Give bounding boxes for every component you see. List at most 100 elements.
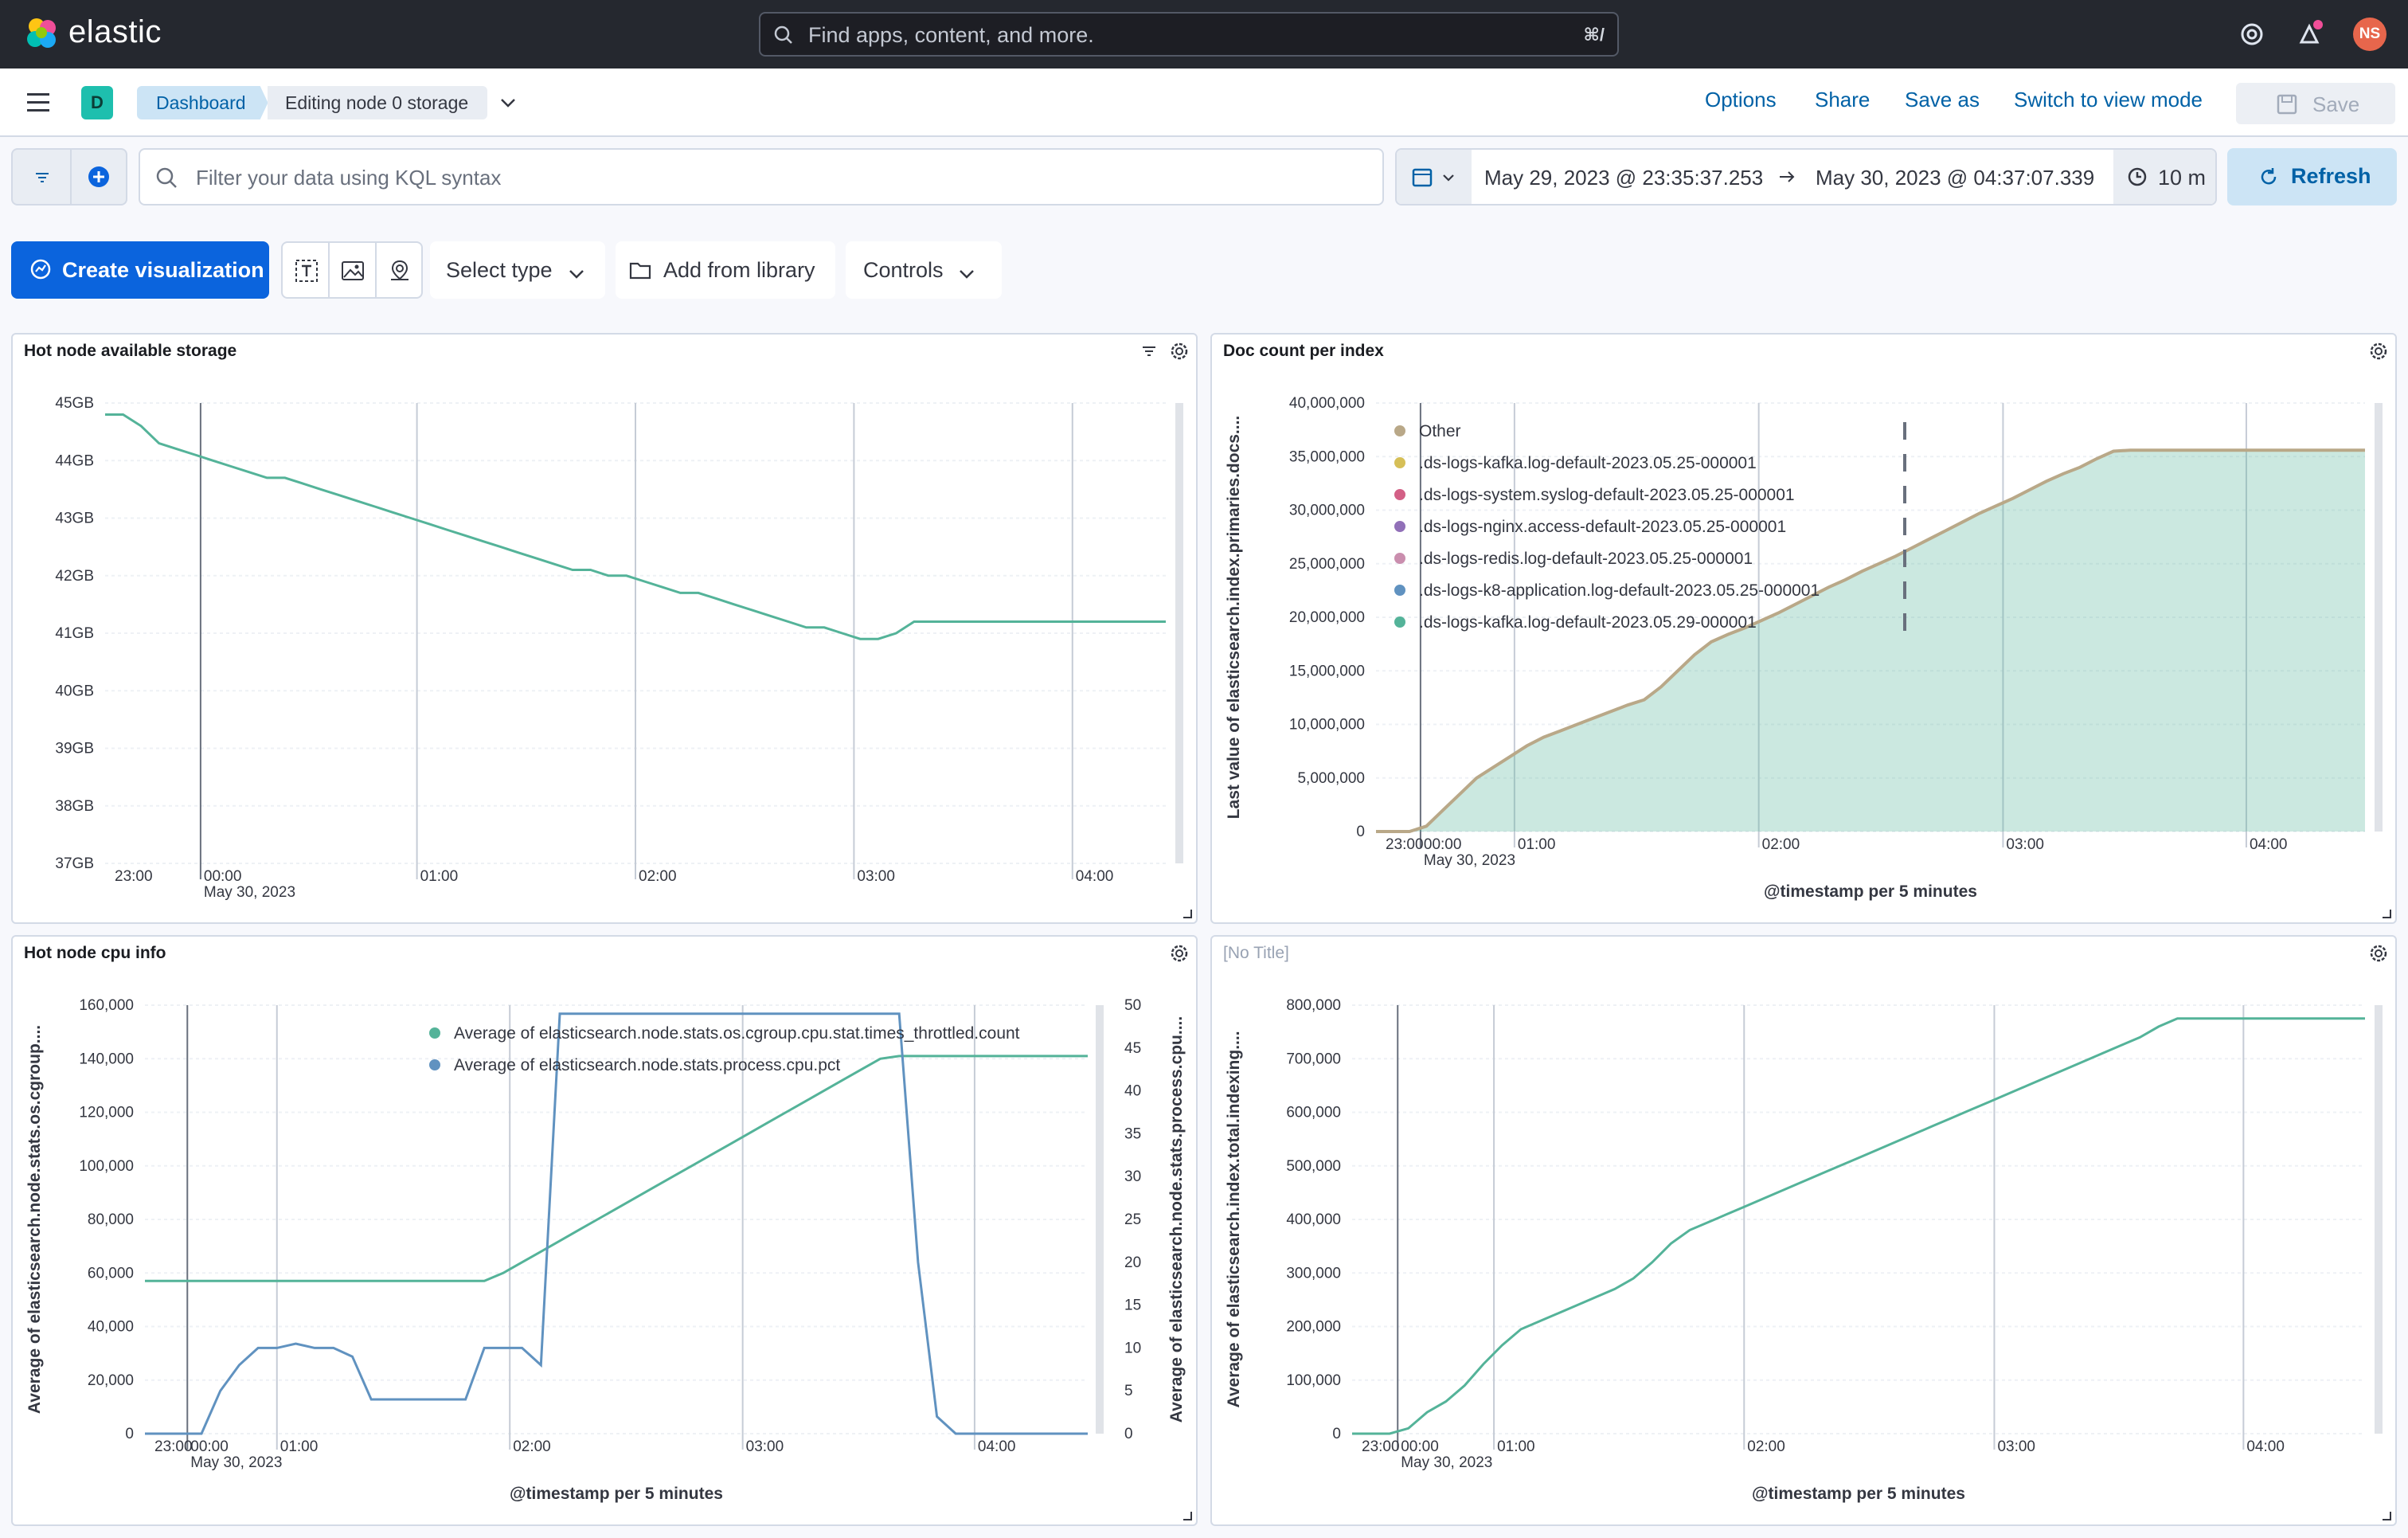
y2-tick-label: 20 <box>1124 1254 1141 1271</box>
legend-item: Other <box>1419 422 1461 440</box>
y-tick-label: 40GB <box>55 683 94 699</box>
y-tick-label: 15,000,000 <box>1289 663 1365 679</box>
panel-title: Hot node available storage <box>24 342 237 360</box>
line-series <box>145 1055 1088 1282</box>
controls-label: Controls <box>863 258 944 282</box>
create-visualization-label: Create visualization <box>62 258 264 282</box>
add-filter-icon[interactable] <box>86 164 111 190</box>
legend-swatch <box>1394 553 1405 564</box>
y-tick-label: 40,000 <box>88 1319 134 1336</box>
elastic-wordmark[interactable]: elastic <box>68 14 162 49</box>
space-avatar[interactable]: D <box>81 86 113 119</box>
resize-handle-icon[interactable] <box>1182 1510 1193 1521</box>
y-tick-label: 37GB <box>55 855 94 872</box>
y-tick-label: 300,000 <box>1286 1265 1341 1282</box>
y-tick-label: 700,000 <box>1286 1051 1341 1067</box>
x-tick-label: 02:00 <box>513 1438 551 1455</box>
panel-title: Doc count per index <box>1223 342 1384 360</box>
news-feed-icon[interactable] <box>2292 17 2327 52</box>
y-tick-label: 160,000 <box>79 997 134 1014</box>
save-label: Save <box>2312 92 2360 116</box>
options-link[interactable]: Options <box>1705 88 1777 112</box>
x-tick-label: 00:00 <box>204 868 242 885</box>
user-avatar[interactable]: NS <box>2353 18 2386 51</box>
x-tick-label: 03:00 <box>857 868 895 885</box>
help-icon[interactable] <box>2234 17 2269 52</box>
elastic-logo-icon[interactable] <box>24 15 61 52</box>
legend-swatch <box>1394 489 1405 500</box>
chevron-down-icon[interactable] <box>498 92 518 113</box>
end-date[interactable]: May 30, 2023 @ 04:37:07.339 <box>1816 166 2095 190</box>
add-from-library-button[interactable]: Add from library <box>616 241 835 299</box>
add-image-icon[interactable] <box>340 258 366 284</box>
cpu-line-chart: 160,000 140,000 120,000 100,000 80,000 60,000… <box>25 997 1186 1503</box>
legend-item: .ds-logs-kafka.log-default-2023.05.25-00… <box>1419 454 1757 472</box>
save-as-link[interactable]: Save as <box>1905 88 1980 112</box>
line-series <box>105 413 1166 640</box>
divider <box>328 243 330 297</box>
share-link[interactable]: Share <box>1815 88 1870 112</box>
resize-handle-icon[interactable] <box>1182 908 1193 919</box>
panel-hot-node-cpu[interactable]: Hot node cpu info 160,000 140,000 120,000 1… <box>11 935 1198 1526</box>
panel-indexing[interactable]: [No Title] 800,000 700,000 600,000 500,000 4… <box>1210 935 2397 1526</box>
x-tick-label: 01:00 <box>1518 836 1556 853</box>
global-search-input[interactable]: Find apps, content, and more. ⌘/ <box>759 12 1619 57</box>
switch-to-view-mode-link[interactable]: Switch to view mode <box>2014 88 2203 112</box>
add-map-icon[interactable] <box>387 258 412 284</box>
keyboard-shortcut-hint: ⌘/ <box>1583 25 1605 45</box>
refresh-button[interactable]: Refresh <box>2227 148 2397 205</box>
kql-search-input[interactable]: Filter your data using KQL syntax <box>139 148 1384 205</box>
x-tick-label: 01:00 <box>1497 1438 1535 1455</box>
legend-action-icon <box>1903 486 1906 503</box>
x-tick-label: 02:00 <box>1747 1438 1785 1455</box>
resize-handle-icon[interactable] <box>2381 908 2392 919</box>
auto-refresh-icon <box>2128 167 2147 186</box>
legend-swatch <box>1394 585 1405 596</box>
x-tick-label: 23:00 <box>1386 836 1424 853</box>
filter-options-icon[interactable] <box>32 167 53 188</box>
hamburger-menu-icon[interactable] <box>24 90 56 115</box>
start-date[interactable]: May 29, 2023 @ 23:35:37.253 <box>1484 166 1764 190</box>
folder-icon <box>629 262 651 280</box>
quick-select-button[interactable] <box>1397 150 1472 204</box>
gear-icon[interactable] <box>1167 941 1191 965</box>
save-button[interactable]: Save <box>2236 83 2395 124</box>
create-visualization-button[interactable]: Create visualization <box>11 241 269 299</box>
y-tick-label: 100,000 <box>1286 1372 1341 1389</box>
legend-swatch <box>429 1059 440 1070</box>
arrow-right-icon <box>1780 171 1795 182</box>
panel-hot-node-storage[interactable]: Hot node available storage 45GB 44GB 43GB 4… <box>11 333 1198 924</box>
select-type-label: Select type <box>446 258 553 282</box>
legend-swatch <box>1394 521 1405 532</box>
y-tick-label: 200,000 <box>1286 1319 1341 1336</box>
scroll-track <box>2375 1005 2383 1434</box>
refresh-interval[interactable]: 10 m <box>2113 150 2215 204</box>
legend-item: .ds-logs-nginx.access-default-2023.05.25… <box>1419 518 1786 536</box>
x-tick-label: 00:00 <box>1401 1438 1439 1455</box>
panel-filter-icon[interactable] <box>1140 342 1158 360</box>
area-series-fill <box>1376 450 2365 832</box>
gear-icon[interactable] <box>2367 339 2390 363</box>
x-tick-label: 00:00 <box>1424 836 1462 853</box>
y2-axis-title: Average of elasticsearch.node.stats.proc… <box>1167 1016 1186 1423</box>
legend-action-icon <box>1903 454 1906 472</box>
gear-icon[interactable] <box>2367 941 2390 965</box>
y-tick-label: 60,000 <box>88 1265 134 1282</box>
x-date-label: May 30, 2023 <box>1401 1454 1492 1471</box>
add-text-icon[interactable] <box>294 258 319 284</box>
y-tick-label: 5,000,000 <box>1297 770 1365 787</box>
kql-placeholder: Filter your data using KQL syntax <box>196 166 502 190</box>
save-icon <box>2277 94 2297 115</box>
x-tick-label: 23:00 <box>154 1438 193 1455</box>
y-tick-label: 44GB <box>55 452 94 469</box>
x-date-label: May 30, 2023 <box>204 884 295 901</box>
resize-handle-icon[interactable] <box>2381 1510 2392 1521</box>
x-tick-label: 04:00 <box>1076 868 1114 885</box>
panel-doc-count[interactable]: Doc count per index 40,000,000 35,000,000… <box>1210 333 2397 924</box>
breadcrumb-dashboard[interactable]: Dashboard <box>137 86 268 119</box>
x-tick-label: 03:00 <box>746 1438 784 1455</box>
y-tick-label: 25,000,000 <box>1289 556 1365 573</box>
gear-icon[interactable] <box>1167 339 1191 363</box>
controls-button[interactable]: Controls <box>846 241 1002 299</box>
select-type-button[interactable]: Select type <box>430 241 605 299</box>
